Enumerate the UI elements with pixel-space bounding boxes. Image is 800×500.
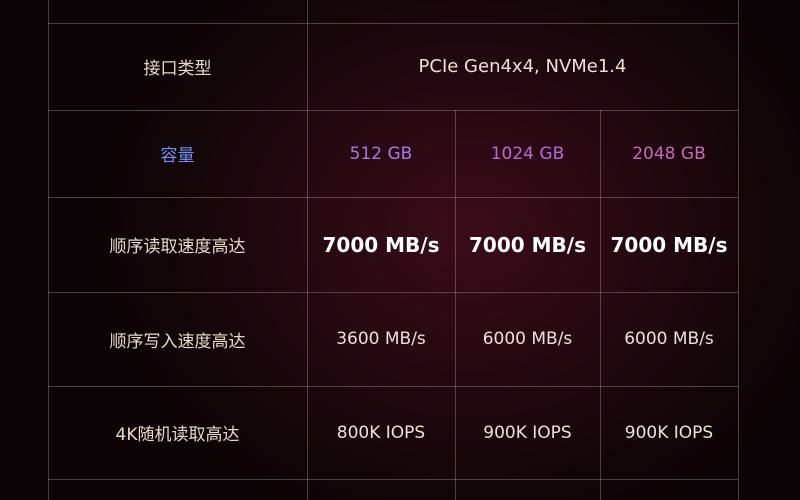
seq-write-1024: 6000 MB/s bbox=[482, 329, 573, 349]
divider bbox=[48, 479, 738, 480]
random-read-label: 4K随机读取高达 bbox=[115, 425, 240, 445]
random-read-512: 800K IOPS bbox=[336, 422, 426, 443]
interface-label: 接口类型 bbox=[143, 59, 212, 79]
divider bbox=[48, 386, 738, 387]
seq-write-512: 3600 MB/s bbox=[336, 329, 426, 349]
seq-read-1024: 7000 MB/s bbox=[469, 232, 586, 257]
seq-write-2048: 6000 MB/s bbox=[624, 329, 714, 349]
seq-read-label: 顺序读取速度高达 bbox=[109, 237, 246, 257]
interface-value: PCIe Gen4x4, NVMe1.4 bbox=[418, 56, 627, 77]
divider bbox=[48, 292, 738, 293]
seq-read-2048: 7000 MB/s bbox=[610, 232, 728, 257]
divider bbox=[48, 0, 49, 500]
random-read-2048: 900K IOPS bbox=[624, 422, 714, 443]
divider bbox=[48, 197, 738, 198]
capacity-1024: 1024 GB bbox=[490, 143, 565, 164]
capacity-512: 512 GB bbox=[349, 143, 413, 164]
capacity-label: 容量 bbox=[160, 146, 195, 166]
divider bbox=[600, 110, 601, 500]
divider bbox=[48, 110, 738, 111]
divider bbox=[455, 110, 456, 500]
divider bbox=[307, 0, 308, 500]
capacity-2048: 2048 GB bbox=[632, 143, 706, 164]
divider bbox=[738, 0, 739, 500]
seq-write-label: 顺序写入速度高达 bbox=[109, 331, 246, 352]
divider bbox=[48, 23, 738, 24]
seq-read-512: 7000 MB/s bbox=[322, 232, 440, 257]
random-read-1024: 900K IOPS bbox=[483, 422, 572, 443]
